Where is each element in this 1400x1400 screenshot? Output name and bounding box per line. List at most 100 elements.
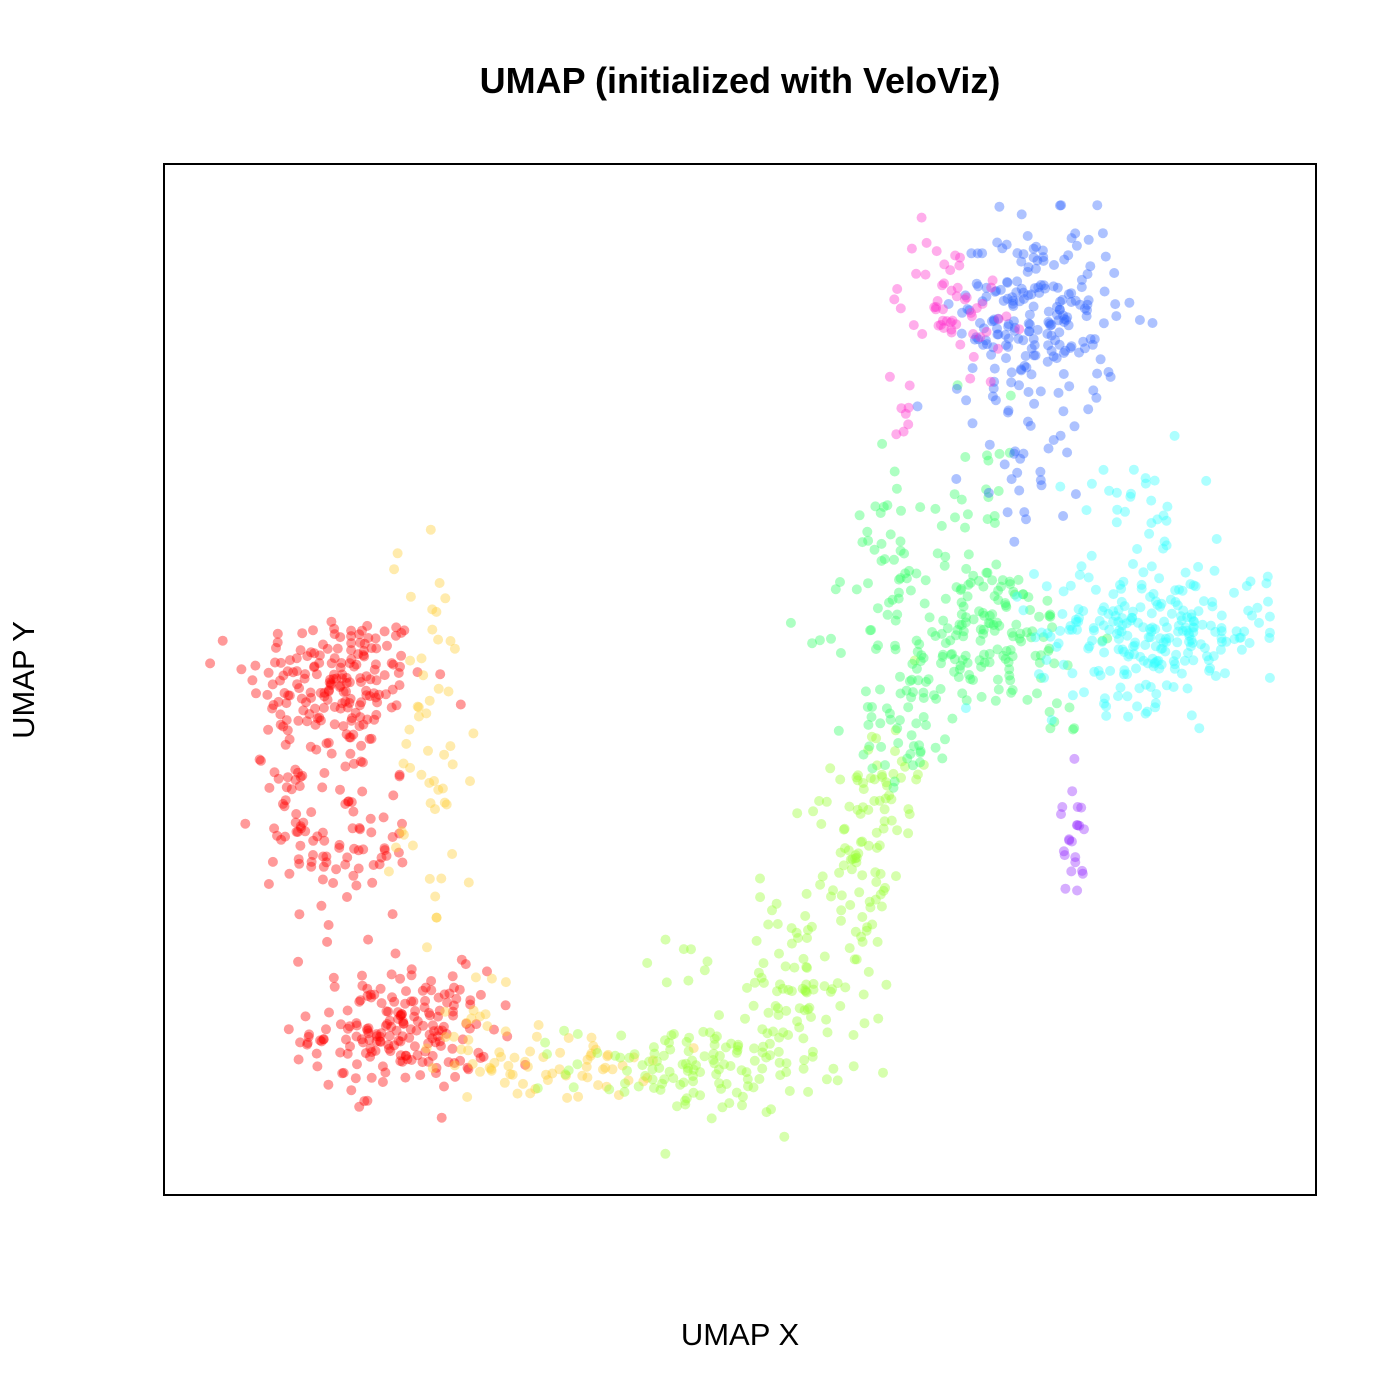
- scatter-point: [518, 1078, 528, 1089]
- scatter-point: [880, 882, 890, 893]
- scatter-point: [1002, 277, 1013, 288]
- scatter-point: [268, 700, 279, 710]
- scatter-point: [881, 979, 892, 990]
- scatter-point: [468, 1005, 479, 1016]
- scatter-point: [1002, 507, 1013, 518]
- scatter-point: [885, 529, 896, 540]
- scatter-point: [443, 686, 454, 697]
- scatter-point: [900, 568, 911, 579]
- scatter-point: [1156, 644, 1166, 654]
- scatter-point: [362, 1025, 373, 1036]
- scatter-point: [1216, 626, 1227, 637]
- scatter-point: [1144, 528, 1155, 539]
- scatter-point: [323, 1079, 334, 1090]
- scatter-point: [742, 1074, 753, 1085]
- scatter-point: [362, 991, 373, 1001]
- scatter-point: [331, 864, 342, 875]
- scatter-point: [1198, 596, 1209, 607]
- scatter-point: [1046, 330, 1057, 341]
- scatter-point: [977, 248, 988, 259]
- scatter-point: [1035, 475, 1046, 486]
- scatter-point: [1110, 610, 1121, 621]
- scatter-point: [301, 697, 311, 708]
- scatter-point: [678, 944, 689, 955]
- scatter-point: [1028, 243, 1039, 254]
- scatter-point: [807, 1046, 818, 1057]
- scatter-point: [960, 290, 971, 301]
- scatter-point: [362, 620, 373, 631]
- scatter-point: [1058, 369, 1069, 379]
- scatter-point: [862, 922, 873, 933]
- scatter-point: [1013, 574, 1024, 585]
- scatter-point: [1012, 248, 1023, 259]
- scatter-point: [911, 718, 922, 729]
- scatter-point: [1065, 580, 1076, 591]
- scatter-point: [358, 844, 369, 855]
- scatter-point: [1155, 633, 1166, 644]
- scatter-point: [857, 870, 868, 881]
- scatter-point: [792, 808, 803, 819]
- scatter-point: [863, 840, 874, 851]
- scatter-point: [1176, 611, 1186, 622]
- scatter-point: [867, 763, 878, 774]
- scatter-point: [356, 697, 367, 708]
- scatter-point: [659, 1074, 670, 1085]
- scatter-point: [777, 983, 788, 994]
- scatter-point: [391, 1025, 402, 1036]
- scatter-point: [1125, 491, 1136, 502]
- scatter-point: [1185, 579, 1196, 590]
- scatter-point: [1055, 296, 1065, 307]
- scatter-point: [1176, 668, 1187, 679]
- scatter-point: [325, 674, 336, 685]
- scatter-point: [362, 1024, 372, 1034]
- scatter-point: [342, 892, 352, 902]
- scatter-point: [960, 650, 971, 661]
- scatter-point: [835, 847, 846, 858]
- scatter-point: [284, 690, 295, 701]
- scatter-point: [1046, 345, 1057, 356]
- scatter-point: [838, 824, 849, 835]
- scatter-point: [358, 650, 369, 661]
- scatter-point: [640, 1070, 651, 1081]
- scatter-point: [979, 649, 989, 660]
- scatter-point: [1184, 636, 1194, 647]
- scatter-point: [858, 989, 869, 1000]
- scatter-point: [388, 659, 399, 670]
- scatter-point: [324, 677, 335, 688]
- scatter-point: [989, 518, 1000, 528]
- scatter-point: [808, 984, 819, 995]
- scatter-point: [250, 660, 261, 671]
- scatter-point: [851, 772, 862, 783]
- scatter-point: [1079, 343, 1090, 354]
- scatter-point: [891, 483, 902, 494]
- scatter-point: [683, 1046, 694, 1057]
- scatter-point: [911, 568, 922, 579]
- scatter-point: [1184, 630, 1195, 641]
- scatter-point: [1216, 610, 1227, 621]
- scatter-point: [337, 669, 348, 680]
- scatter-point: [1172, 637, 1183, 648]
- scatter-point: [332, 643, 343, 654]
- scatter-point: [885, 714, 896, 725]
- scatter-point: [1119, 665, 1130, 676]
- scatter-point: [365, 674, 376, 685]
- scatter-point: [615, 1052, 626, 1063]
- scatter-point: [283, 690, 294, 701]
- scatter-point: [884, 597, 894, 608]
- scatter-point: [1186, 710, 1197, 721]
- scatter-point: [1133, 617, 1143, 628]
- scatter-point: [354, 700, 365, 711]
- scatter-point: [616, 1030, 627, 1041]
- scatter-point: [1058, 310, 1069, 321]
- scatter-point: [1045, 723, 1056, 734]
- scatter-point: [1188, 622, 1199, 633]
- scatter-point: [920, 269, 931, 280]
- scatter-point: [362, 714, 373, 725]
- scatter-point: [647, 1074, 658, 1085]
- scatter-point: [412, 1016, 423, 1027]
- scatter-point: [1036, 673, 1046, 683]
- scatter-point: [708, 1048, 719, 1059]
- scatter-point: [1089, 625, 1099, 636]
- scatter-point: [891, 429, 902, 440]
- scatter-point: [572, 1059, 583, 1070]
